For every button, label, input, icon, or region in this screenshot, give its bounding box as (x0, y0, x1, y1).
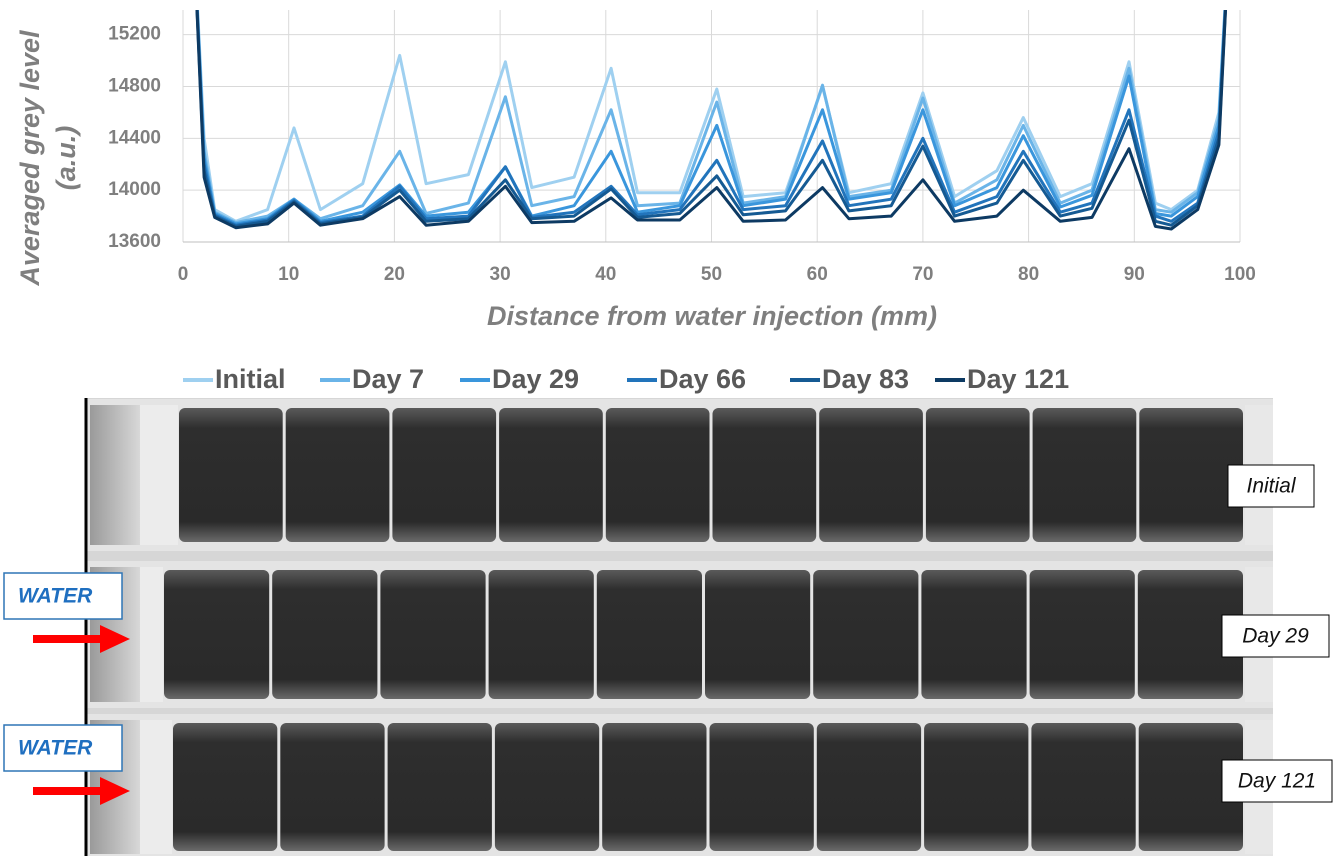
sample-block (816, 723, 922, 851)
water-label: WATER (18, 585, 93, 608)
series-line (196, 10, 1227, 223)
sample-block (813, 570, 919, 699)
sample-block (705, 570, 811, 699)
sample-block (924, 723, 1029, 851)
water-label-box (3, 572, 123, 620)
series-line (195, 10, 1228, 231)
sample-block (925, 408, 1030, 542)
sample-block (709, 723, 814, 851)
water-label: WATER (18, 737, 93, 760)
sample-block (1137, 570, 1243, 699)
y-tick-label: 13600 (108, 231, 161, 252)
panel-label-box (1227, 464, 1315, 508)
x-tick-label: 60 (807, 264, 828, 285)
x-tick-label: 20 (384, 264, 405, 285)
sample-block (602, 723, 707, 851)
x-tick-label: 80 (1018, 264, 1039, 285)
sample-block (1139, 408, 1243, 542)
y-tick-label: 14400 (108, 127, 161, 148)
spacer (140, 720, 172, 854)
end-cap (90, 405, 140, 545)
x-tick-label: 90 (1124, 264, 1145, 285)
y-tick-label: 14800 (108, 75, 161, 96)
sample-block (272, 570, 378, 699)
arrow-head (100, 625, 130, 653)
x-tick-label: 0 (178, 264, 189, 285)
sample-block (387, 723, 492, 851)
arrow-head (100, 777, 130, 805)
x-tick-label: 30 (490, 264, 511, 285)
y-tick-label: 15200 (108, 24, 161, 45)
y-axis-title: Averaged grey level (15, 30, 45, 287)
sample-block (499, 408, 603, 542)
x-tick-label: 100 (1224, 264, 1256, 285)
arrow-shaft (33, 787, 103, 795)
y-tick-label: 14000 (108, 179, 161, 200)
sample-block (173, 723, 278, 851)
legend-label: Day 66 (659, 364, 746, 394)
sample-block (712, 408, 817, 542)
sample-block (380, 570, 486, 699)
sample-block (488, 570, 594, 699)
sample-block (605, 408, 710, 542)
panel-label: Day 29 (1242, 625, 1309, 648)
y-axis-unit: (a.u.) (51, 126, 81, 191)
line-chart: 13600 14000 14400 14800 15200 0 10 20 30 40 50 60 70… (15, 10, 1256, 394)
arrow-shaft (33, 635, 103, 643)
sample-block (1032, 408, 1137, 542)
x-tick-label: 40 (595, 264, 616, 285)
sample-block (494, 723, 600, 851)
x-axis-title: Distance from water injection (mm) (487, 301, 937, 331)
panel-label: Day 121 (1238, 770, 1316, 793)
sample-block (921, 570, 1027, 699)
x-tick-label: 70 (912, 264, 933, 285)
panel-label-box (1221, 759, 1333, 803)
sample-block (392, 408, 497, 542)
legend-label: Initial (215, 364, 286, 394)
legend-label: Day 7 (352, 364, 424, 394)
legend-label: Day 121 (967, 364, 1069, 394)
water-label-box (3, 724, 123, 772)
sample-block (285, 408, 390, 542)
sample-block (819, 408, 923, 542)
sample-block (164, 570, 270, 699)
sample-block (1138, 723, 1243, 851)
spacer (140, 567, 163, 702)
sample-block (179, 408, 283, 542)
xray-images: Initial Day 29 Day 121 WATER WATER (3, 398, 1333, 860)
sample-block (1029, 570, 1135, 699)
panel-label: Initial (1246, 475, 1296, 498)
legend-label: Day 83 (822, 364, 909, 394)
sample-block (280, 723, 385, 851)
x-tick-label: 10 (278, 264, 299, 285)
spacer (140, 405, 178, 545)
legend-label: Day 29 (492, 364, 579, 394)
x-tick-label: 50 (701, 264, 722, 285)
panel-label-box (1221, 614, 1330, 658)
sample-block (1031, 723, 1136, 851)
sample-block (596, 570, 702, 699)
